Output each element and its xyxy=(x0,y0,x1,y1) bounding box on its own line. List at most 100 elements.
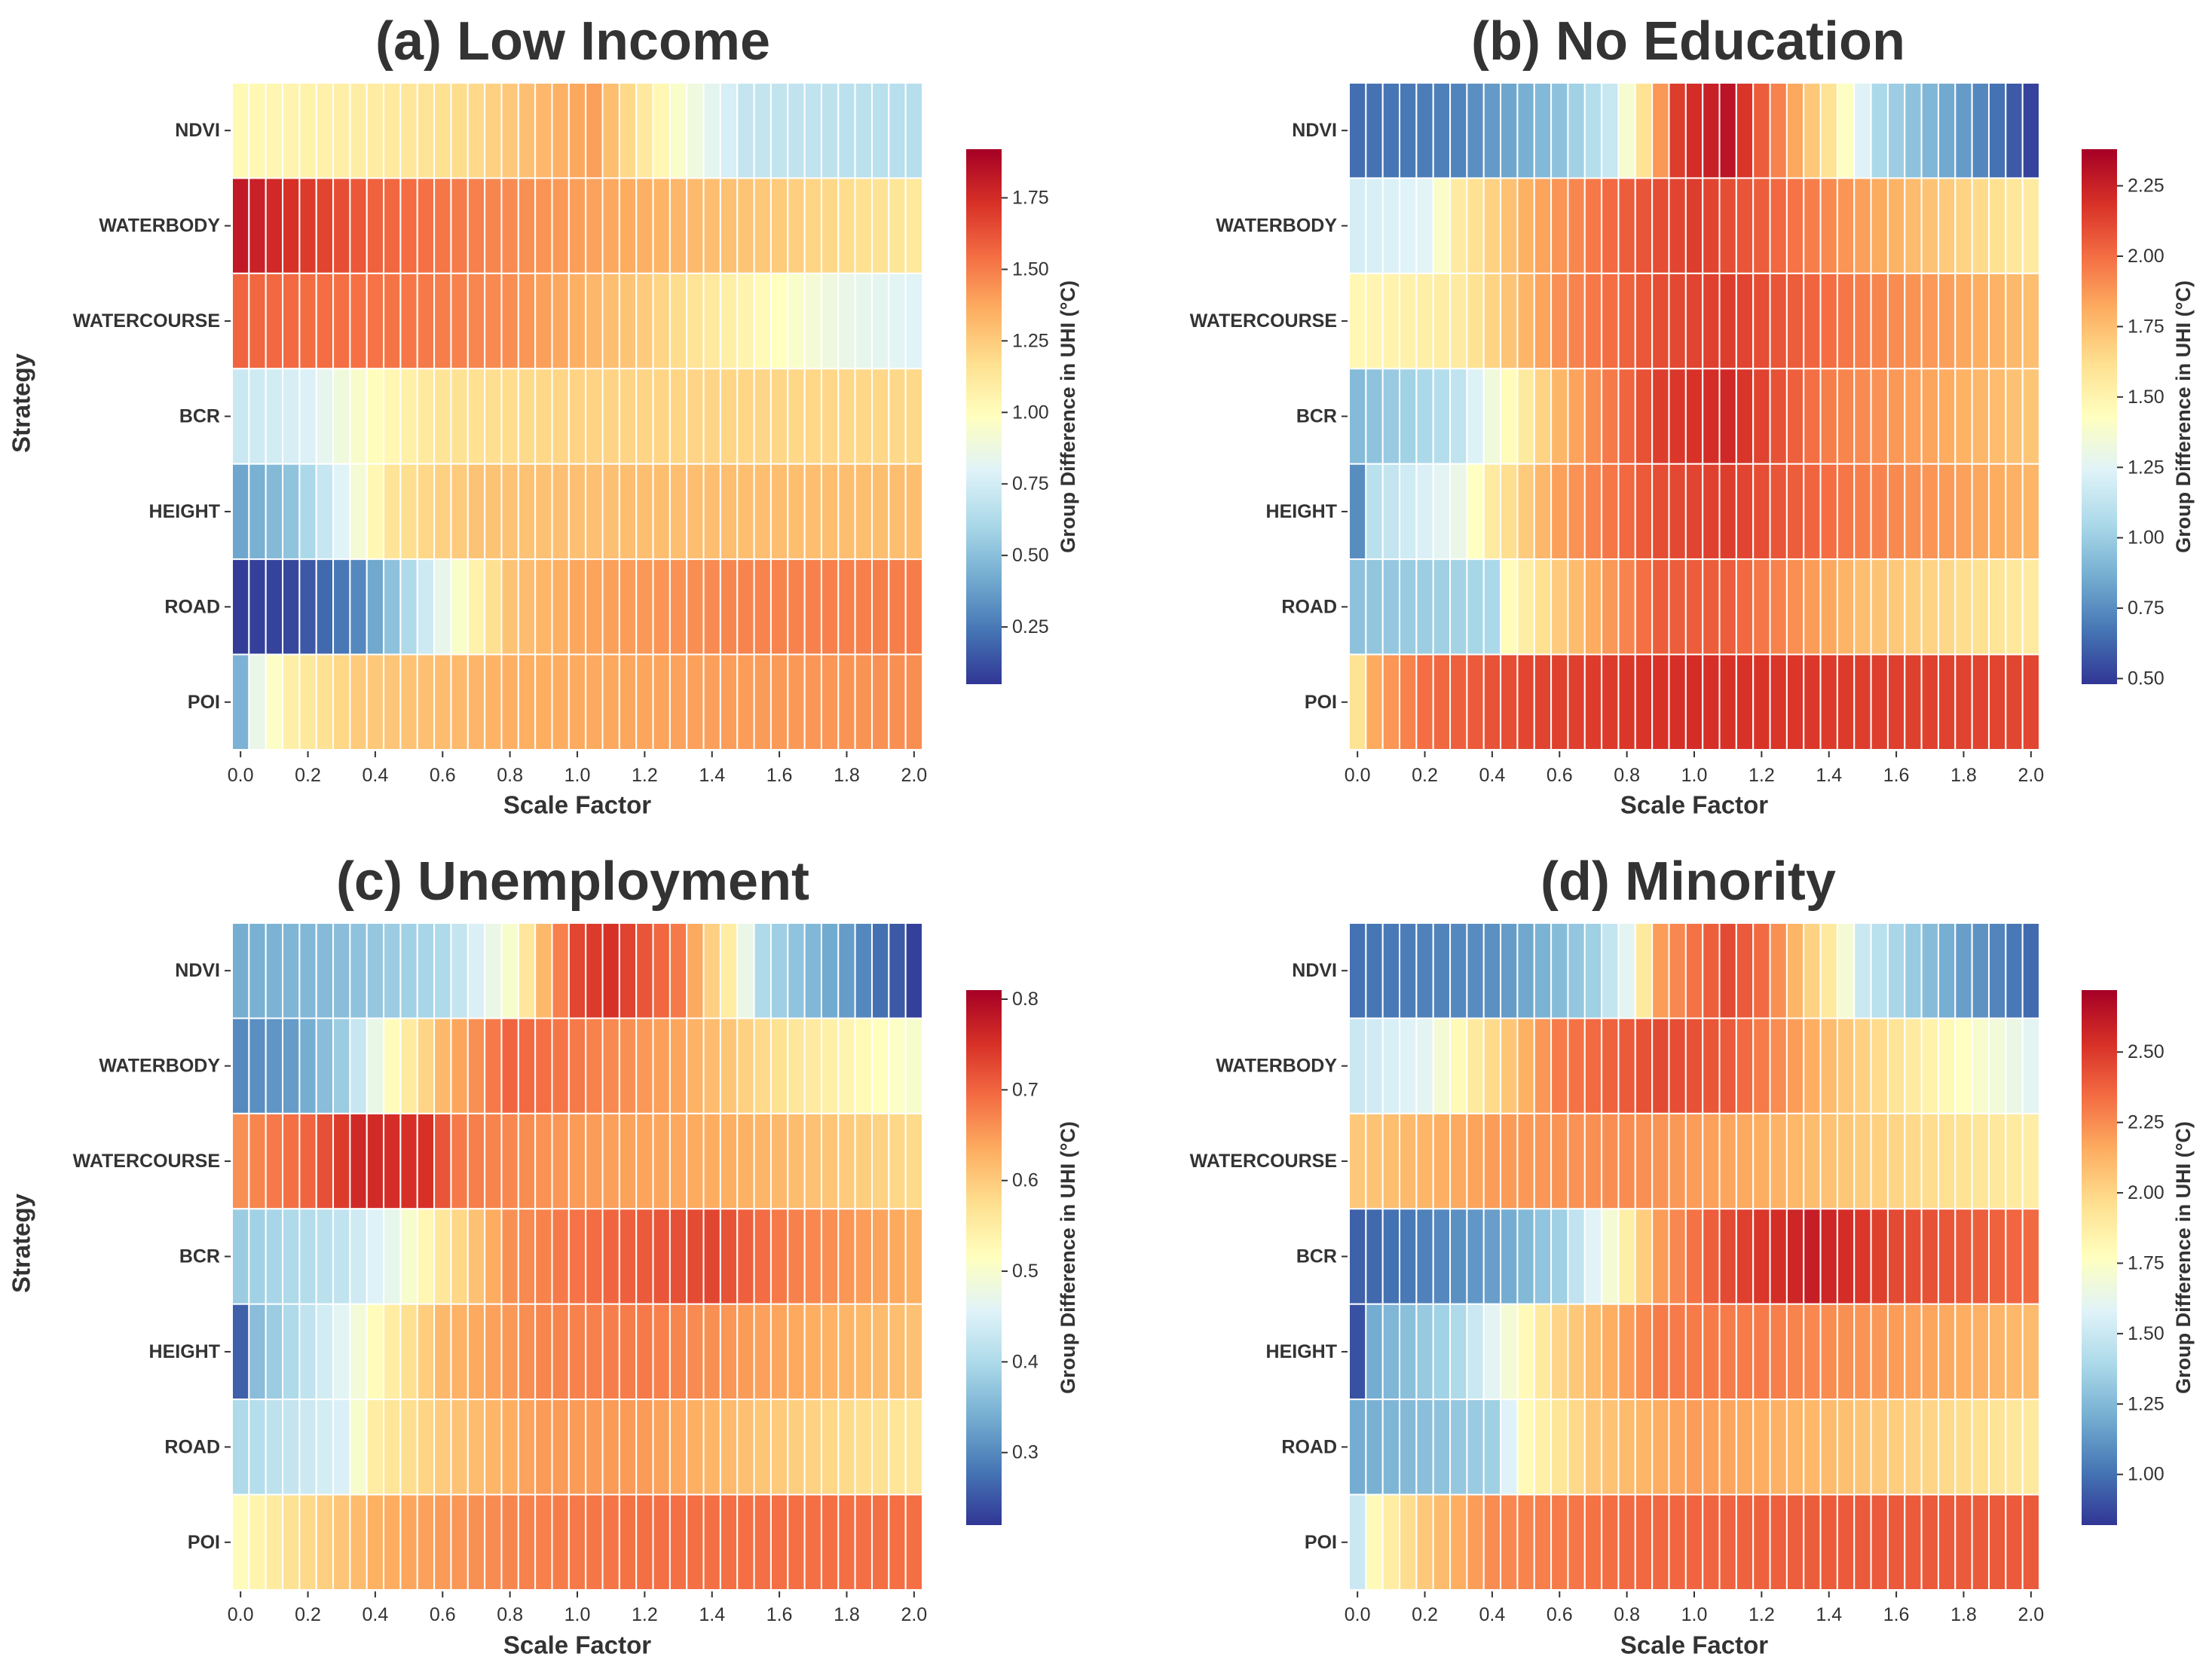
panel-4-cell-road-31 xyxy=(1870,1399,1889,1496)
panel-3-cell-ndvi-10 xyxy=(399,922,418,1019)
panel-1-cell-bcr-9 xyxy=(383,368,402,465)
panel-1-cell-waterbody-15 xyxy=(484,177,503,274)
panel-2-cell-ndvi-2 xyxy=(1381,82,1401,179)
panel-4-cell-bcr-4 xyxy=(1415,1208,1434,1305)
panel-4-cell-height-13 xyxy=(1567,1303,1586,1401)
panel-3-cell-road-18 xyxy=(534,1399,553,1496)
panel-1-cell-road-11 xyxy=(416,558,436,656)
panel-3-cell-height-11 xyxy=(416,1303,436,1401)
panel-2-cell-watercourse-12 xyxy=(1550,272,1569,370)
panel-2-row-label-ndvi: NDVI xyxy=(1292,120,1337,141)
panel-2-cell-ndvi-10 xyxy=(1516,82,1535,179)
panel-3-cell-poi-9 xyxy=(383,1493,402,1591)
panel-4-cell-waterbody-35 xyxy=(1937,1017,1957,1114)
panel-3-cell-waterbody-33 xyxy=(787,1017,806,1114)
panel-1-cell-waterbody-17 xyxy=(517,177,537,274)
panel-3-cell-height-28 xyxy=(702,1303,721,1401)
panel-3-cell-road-10 xyxy=(399,1399,418,1496)
panel-3-cell-watercourse-22 xyxy=(601,1112,620,1210)
panel-1-cell-height-32 xyxy=(769,463,789,561)
panel-4-cell-road-40 xyxy=(2021,1399,2040,1496)
panel-1-cell-road-24 xyxy=(635,558,654,656)
panel-3-cell-ndvi-36 xyxy=(837,922,856,1019)
panel-2-cell-waterbody-9 xyxy=(1500,177,1519,274)
panel-4-cell-bcr-24 xyxy=(1752,1208,1771,1305)
panel-3-x-tick-3: 0.6 xyxy=(430,1604,456,1625)
panel-2-cell-poi-27 xyxy=(1803,653,1822,751)
panel-2-cell-bcr-16 xyxy=(1617,368,1636,465)
panel-4-cell-watercourse-38 xyxy=(1987,1112,2007,1210)
panel-4-cell-watercourse-15 xyxy=(1601,1112,1620,1210)
panel-1-x-tick-3: 0.6 xyxy=(430,765,456,786)
panel-3-colorbar-tick-0: 0.3 xyxy=(1012,1442,1039,1463)
panel-2-cell-watercourse-18 xyxy=(1651,272,1670,370)
panel-2-cell-poi-10 xyxy=(1516,653,1535,751)
panel-1-cell-ndvi-18 xyxy=(534,82,553,179)
panel-2-cell-road-34 xyxy=(1920,558,1939,656)
panel-2-cell-waterbody-16 xyxy=(1617,177,1636,274)
panel-1-title: (a) Low Income xyxy=(375,11,770,72)
panel-4-cell-waterbody-37 xyxy=(1971,1017,1990,1114)
panel-3-cell-bcr-10 xyxy=(399,1208,418,1305)
panel-4-cell-bcr-0 xyxy=(1348,1208,1367,1305)
panel-2-cell-watercourse-11 xyxy=(1533,272,1553,370)
panel-1-cell-waterbody-25 xyxy=(652,177,671,274)
panel-1-cell-watercourse-10 xyxy=(399,272,418,370)
panel-1-cell-bcr-20 xyxy=(568,368,587,465)
panel-1-cell-ndvi-21 xyxy=(585,82,604,179)
panel-3-cell-poi-6 xyxy=(332,1493,351,1591)
panel-3-cell-waterbody-32 xyxy=(769,1017,789,1114)
panel-1-cell-height-18 xyxy=(534,463,553,561)
panel-3-cell-height-6 xyxy=(332,1303,351,1401)
panel-4-cell-waterbody-1 xyxy=(1365,1017,1384,1114)
panel-1-cell-ndvi-5 xyxy=(315,82,335,179)
panel-4-cell-bcr-40 xyxy=(2021,1208,2040,1305)
panel-4-cell-road-18 xyxy=(1651,1399,1670,1496)
panel-3-cell-height-5 xyxy=(315,1303,335,1401)
panel-2-cell-watercourse-33 xyxy=(1904,272,1923,370)
panel-1-cell-ndvi-9 xyxy=(383,82,402,179)
panel-2-cell-poi-11 xyxy=(1533,653,1553,751)
panel-2-cell-waterbody-31 xyxy=(1870,177,1889,274)
panel-4-cell-poi-15 xyxy=(1601,1493,1620,1591)
panel-1-cell-poi-7 xyxy=(349,653,368,751)
panel-1-cell-height-11 xyxy=(416,463,436,561)
panel-3-cell-waterbody-28 xyxy=(702,1017,721,1114)
panel-3-cell-height-12 xyxy=(433,1303,452,1401)
panel-1-cell-road-40 xyxy=(904,558,924,656)
panel-1-cell-waterbody-13 xyxy=(450,177,469,274)
panel-2-cell-bcr-11 xyxy=(1533,368,1553,465)
panel-2-cell-waterbody-27 xyxy=(1803,177,1822,274)
panel-2-cell-waterbody-26 xyxy=(1785,177,1805,274)
panel-2-cell-height-27 xyxy=(1803,463,1822,561)
panel-3-cell-height-21 xyxy=(585,1303,604,1401)
panel-4-colorbar-tick-5: 2.25 xyxy=(2128,1112,2165,1133)
panel-2-cell-bcr-23 xyxy=(1735,368,1755,465)
panel-2-cell-road-21 xyxy=(1702,558,1721,656)
panel-3-cell-bcr-38 xyxy=(870,1208,890,1305)
panel-4-cell-bcr-11 xyxy=(1533,1208,1553,1305)
panel-1-cell-waterbody-16 xyxy=(500,177,519,274)
panel-3-cell-waterbody-21 xyxy=(585,1017,604,1114)
panel-2-cell-bcr-20 xyxy=(1684,368,1704,465)
panel-1-cell-road-33 xyxy=(787,558,806,656)
panel-3-cell-road-15 xyxy=(484,1399,503,1496)
panel-4-cell-height-20 xyxy=(1684,1303,1704,1401)
panel-1-cell-waterbody-1 xyxy=(248,177,267,274)
panel-3-cell-ndvi-30 xyxy=(736,922,755,1019)
panel-1-cell-bcr-22 xyxy=(601,368,620,465)
panel-2-cell-bcr-35 xyxy=(1937,368,1957,465)
panel-3-cell-waterbody-5 xyxy=(315,1017,335,1114)
panel-4-cell-bcr-7 xyxy=(1466,1208,1485,1305)
panel-4-cell-bcr-23 xyxy=(1735,1208,1755,1305)
panel-2-cell-bcr-34 xyxy=(1920,368,1939,465)
panel-4-cell-bcr-37 xyxy=(1971,1208,1990,1305)
panel-4-cell-road-20 xyxy=(1684,1399,1704,1496)
panel-3-row-label-waterbody: WATERBODY xyxy=(99,1056,220,1077)
panel-4-cell-waterbody-33 xyxy=(1904,1017,1923,1114)
panel-1-cell-watercourse-13 xyxy=(450,272,469,370)
panel-4-cell-road-17 xyxy=(1634,1399,1654,1496)
panel-4-cell-watercourse-24 xyxy=(1752,1112,1771,1210)
panel-1-cell-poi-12 xyxy=(433,653,452,751)
panel-1-cell-height-34 xyxy=(803,463,822,561)
